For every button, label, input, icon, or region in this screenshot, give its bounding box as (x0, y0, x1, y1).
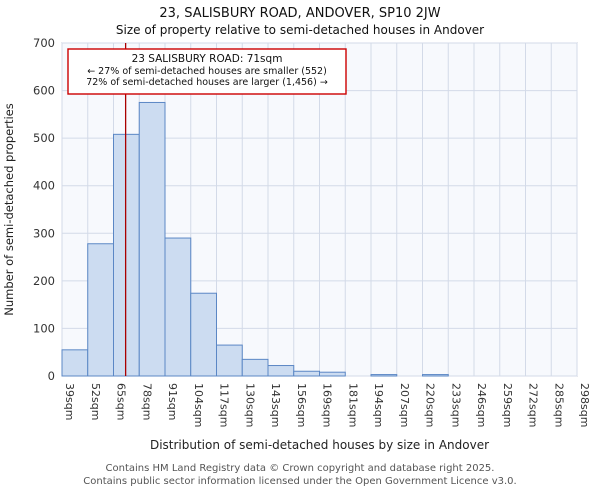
x-tick-label: 194sqm (372, 383, 385, 427)
x-tick-label: 117sqm (218, 383, 231, 427)
histogram-bar (61, 349, 89, 377)
x-tick-label: 298sqm (578, 383, 591, 427)
histogram-bar (138, 101, 166, 377)
x-tick-label: 233sqm (449, 383, 462, 427)
histogram-bar (87, 243, 114, 377)
x-tick-label: 272sqm (527, 383, 540, 427)
x-tick-label: 156sqm (295, 383, 308, 427)
x-tick-label: 259sqm (501, 383, 514, 427)
attribution-line-2: Contains public sector information licen… (83, 475, 517, 487)
chart-subtitle: Size of property relative to semi-detach… (115, 23, 485, 37)
y-tick-label: 600 (33, 84, 55, 98)
histogram-bar (422, 374, 449, 377)
histogram-bar (164, 237, 192, 377)
x-axis-label: Distribution of semi-detached houses by … (150, 438, 489, 452)
x-tick-label: 52sqm (89, 383, 102, 420)
x-tick-label: 220sqm (424, 383, 437, 427)
y-tick-label: 300 (33, 226, 55, 240)
y-tick-label: 0 (48, 369, 55, 383)
x-tick-label: 130sqm (243, 383, 256, 427)
attribution-line-1: Contains HM Land Registry data © Crown c… (105, 463, 495, 474)
y-tick-label: 500 (33, 131, 55, 145)
histogram-bar (293, 370, 320, 377)
y-tick-label: 700 (33, 37, 55, 50)
chart-container: 0 100 200 300 400 500 600 700 23 SALISBURY ROAD:… (0, 37, 600, 457)
annotation-smaller-text: ← 27% of semi-detached houses are smalle… (87, 66, 327, 77)
histogram-bar (241, 358, 269, 377)
y-tick-label: 100 (33, 321, 55, 335)
y-tick-label: 400 (33, 179, 55, 193)
y-tick-label: 200 (33, 274, 55, 288)
histogram-svg: 0 100 200 300 400 500 600 700 23 SALISBURY ROAD:… (2, 37, 591, 452)
attribution-footer: Contains HM Land Registry data © Crown c… (0, 463, 600, 488)
x-tick-label: 207sqm (398, 383, 411, 427)
x-tick-label: 78sqm (140, 383, 153, 420)
annotation-title: 23 SALISBURY ROAD: 71sqm (132, 53, 283, 65)
x-tick-label: 104sqm (192, 383, 205, 427)
x-tick-label: 91sqm (166, 383, 179, 420)
x-tick-label: 181sqm (346, 383, 359, 427)
histogram-bar (370, 374, 398, 377)
x-tick-label: 65sqm (115, 383, 128, 420)
x-tick-label: 246sqm (475, 383, 488, 427)
y-axis-label: Number of semi-detached properties (2, 103, 16, 315)
annotation-larger-text: 72% of semi-detached houses are larger (… (86, 77, 328, 88)
x-tick-label: 285sqm (552, 383, 565, 427)
x-tick-label: 39sqm (63, 383, 76, 420)
histogram-bar (190, 292, 217, 377)
annotation-box (67, 48, 347, 95)
histogram-bar (319, 371, 346, 377)
x-tick-label: 169sqm (321, 383, 334, 427)
x-tick-label: 143sqm (269, 383, 282, 427)
histogram-bar (113, 133, 140, 377)
chart-title: 23, SALISBURY ROAD, ANDOVER, SP10 2JW (159, 6, 441, 21)
histogram-bar (267, 365, 295, 377)
histogram-bar (216, 344, 243, 377)
